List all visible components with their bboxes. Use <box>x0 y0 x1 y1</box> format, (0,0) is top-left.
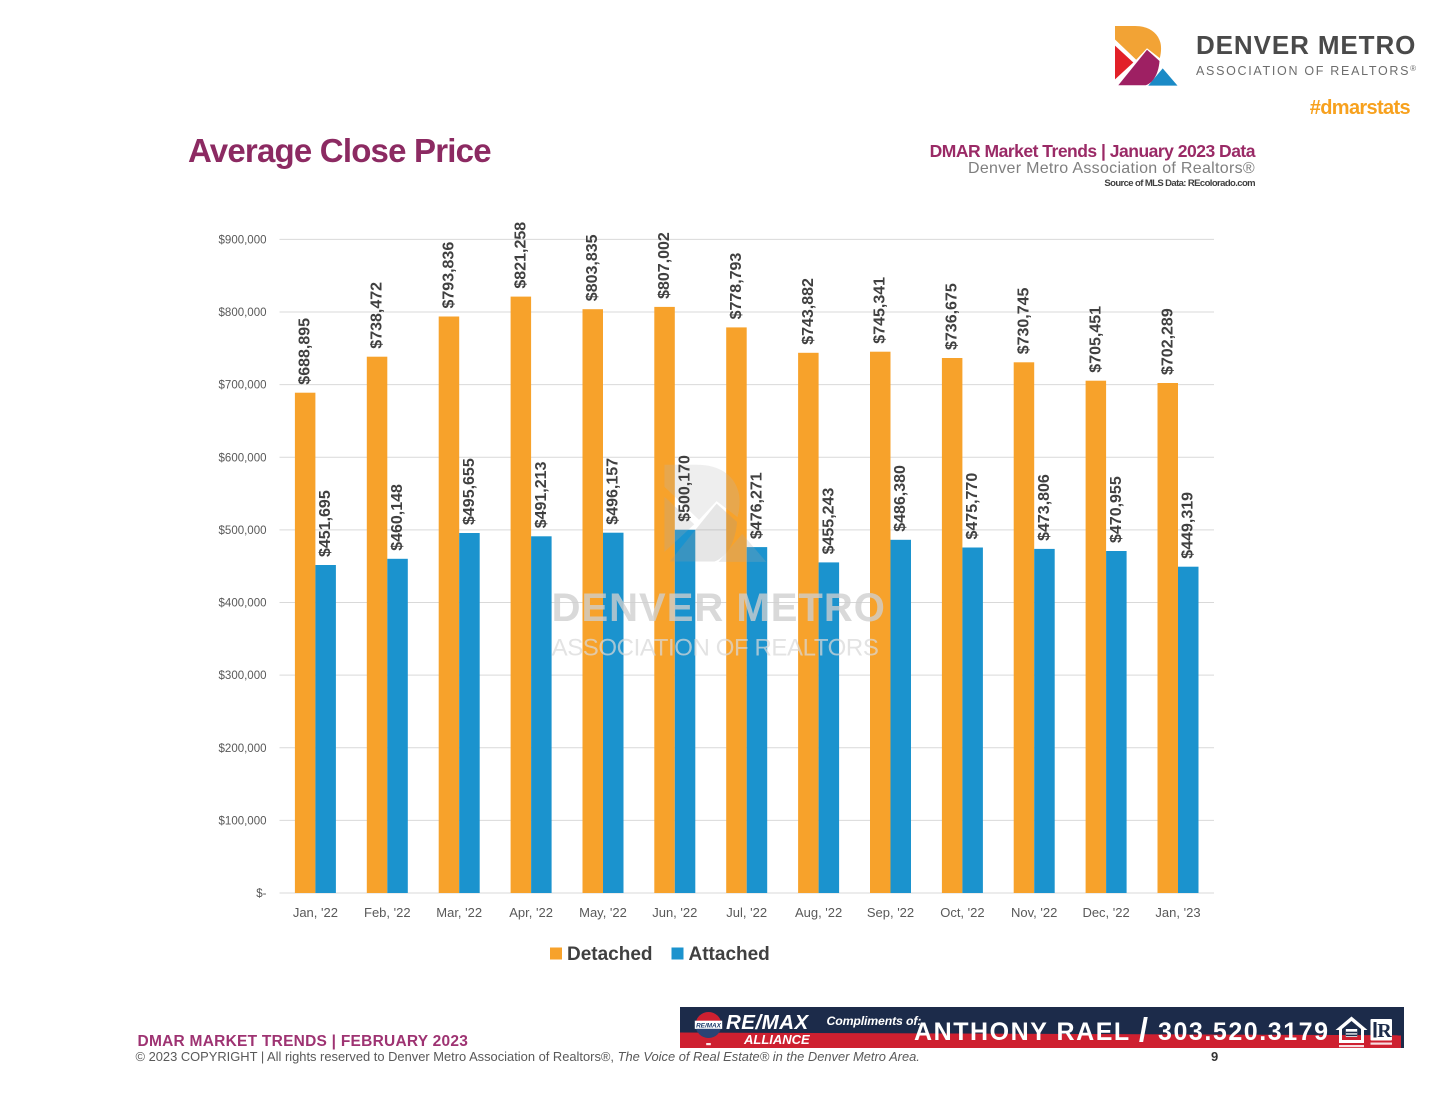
svg-text:Sep, '22: Sep, '22 <box>867 905 914 920</box>
svg-text:$736,675: $736,675 <box>944 283 961 350</box>
svg-text:$800,000: $800,000 <box>219 307 267 319</box>
svg-text:$-: $- <box>256 888 266 900</box>
svg-text:Detached: Detached <box>567 944 653 965</box>
svg-text:Mar, '22: Mar, '22 <box>436 905 482 920</box>
svg-text:Nov, '22: Nov, '22 <box>1011 905 1057 920</box>
svg-text:$700,000: $700,000 <box>219 380 267 392</box>
svg-text:$496,157: $496,157 <box>605 458 622 525</box>
svg-text:$738,472: $738,472 <box>369 282 386 349</box>
svg-text:Compliments of:: Compliments of: <box>826 1014 921 1028</box>
svg-text:$600,000: $600,000 <box>219 452 267 464</box>
svg-text:$460,148: $460,148 <box>389 484 406 551</box>
svg-text:Dec, '22: Dec, '22 <box>1082 905 1129 920</box>
svg-text:$500,000: $500,000 <box>219 525 267 537</box>
svg-text:Jan, '22: Jan, '22 <box>293 905 338 920</box>
svg-text:$470,955: $470,955 <box>1108 476 1125 543</box>
svg-text:$743,882: $743,882 <box>800 278 817 345</box>
svg-text:ALLIANCE: ALLIANCE <box>743 1032 810 1047</box>
svg-text:$400,000: $400,000 <box>219 598 267 610</box>
svg-text:Apr, '22: Apr, '22 <box>509 905 553 920</box>
svg-text:$100,000: $100,000 <box>219 815 267 827</box>
svg-text:$495,655: $495,655 <box>461 458 478 525</box>
svg-text:May, '22: May, '22 <box>579 905 627 920</box>
svg-text:Feb, '22: Feb, '22 <box>364 905 411 920</box>
svg-text:$778,793: $778,793 <box>728 253 745 320</box>
svg-text:$491,213: $491,213 <box>533 461 550 528</box>
svg-text:$449,319: $449,319 <box>1180 492 1197 559</box>
svg-text:$200,000: $200,000 <box>219 743 267 755</box>
svg-text:$300,000: $300,000 <box>219 670 267 682</box>
svg-text:$475,770: $475,770 <box>964 473 981 540</box>
svg-text:$500,170: $500,170 <box>677 455 694 522</box>
svg-text:$702,289: $702,289 <box>1159 308 1176 375</box>
svg-text:$807,002: $807,002 <box>656 232 673 299</box>
svg-text:DENVER METRO: DENVER METRO <box>552 586 886 630</box>
svg-text:$455,243: $455,243 <box>820 488 837 555</box>
svg-text:$451,695: $451,695 <box>317 490 334 557</box>
svg-text:$793,836: $793,836 <box>440 242 457 309</box>
svg-text:ANTHONY RAEL / 303.520.3179: ANTHONY RAEL / 303.520.3179 <box>914 1011 1330 1048</box>
svg-text:Jan, '23: Jan, '23 <box>1155 905 1200 920</box>
svg-text:$900,000: $900,000 <box>219 234 267 246</box>
svg-text:$476,271: $476,271 <box>749 472 766 539</box>
svg-text:$821,258: $821,258 <box>512 222 529 289</box>
svg-text:$745,341: $745,341 <box>872 277 889 344</box>
svg-text:RE/MAX: RE/MAX <box>726 1011 810 1034</box>
svg-text:Jul, '22: Jul, '22 <box>726 905 767 920</box>
svg-text:Jun, '22: Jun, '22 <box>652 905 697 920</box>
svg-text:$803,835: $803,835 <box>584 234 601 301</box>
svg-text:$688,895: $688,895 <box>297 318 314 385</box>
svg-text:$730,745: $730,745 <box>1016 287 1033 354</box>
svg-text:ASSOCIATION OF REALTORS: ASSOCIATION OF REALTORS <box>552 635 879 662</box>
svg-text:$705,451: $705,451 <box>1087 306 1104 373</box>
svg-text:$486,380: $486,380 <box>892 465 909 532</box>
svg-text:Attached: Attached <box>689 944 770 965</box>
svg-text:Oct, '22: Oct, '22 <box>940 905 984 920</box>
svg-text:$473,806: $473,806 <box>1036 474 1053 541</box>
svg-text:RE/MAX: RE/MAX <box>696 1022 722 1029</box>
svg-text:Aug, '22: Aug, '22 <box>795 905 842 920</box>
svg-text:R: R <box>1377 1020 1392 1042</box>
